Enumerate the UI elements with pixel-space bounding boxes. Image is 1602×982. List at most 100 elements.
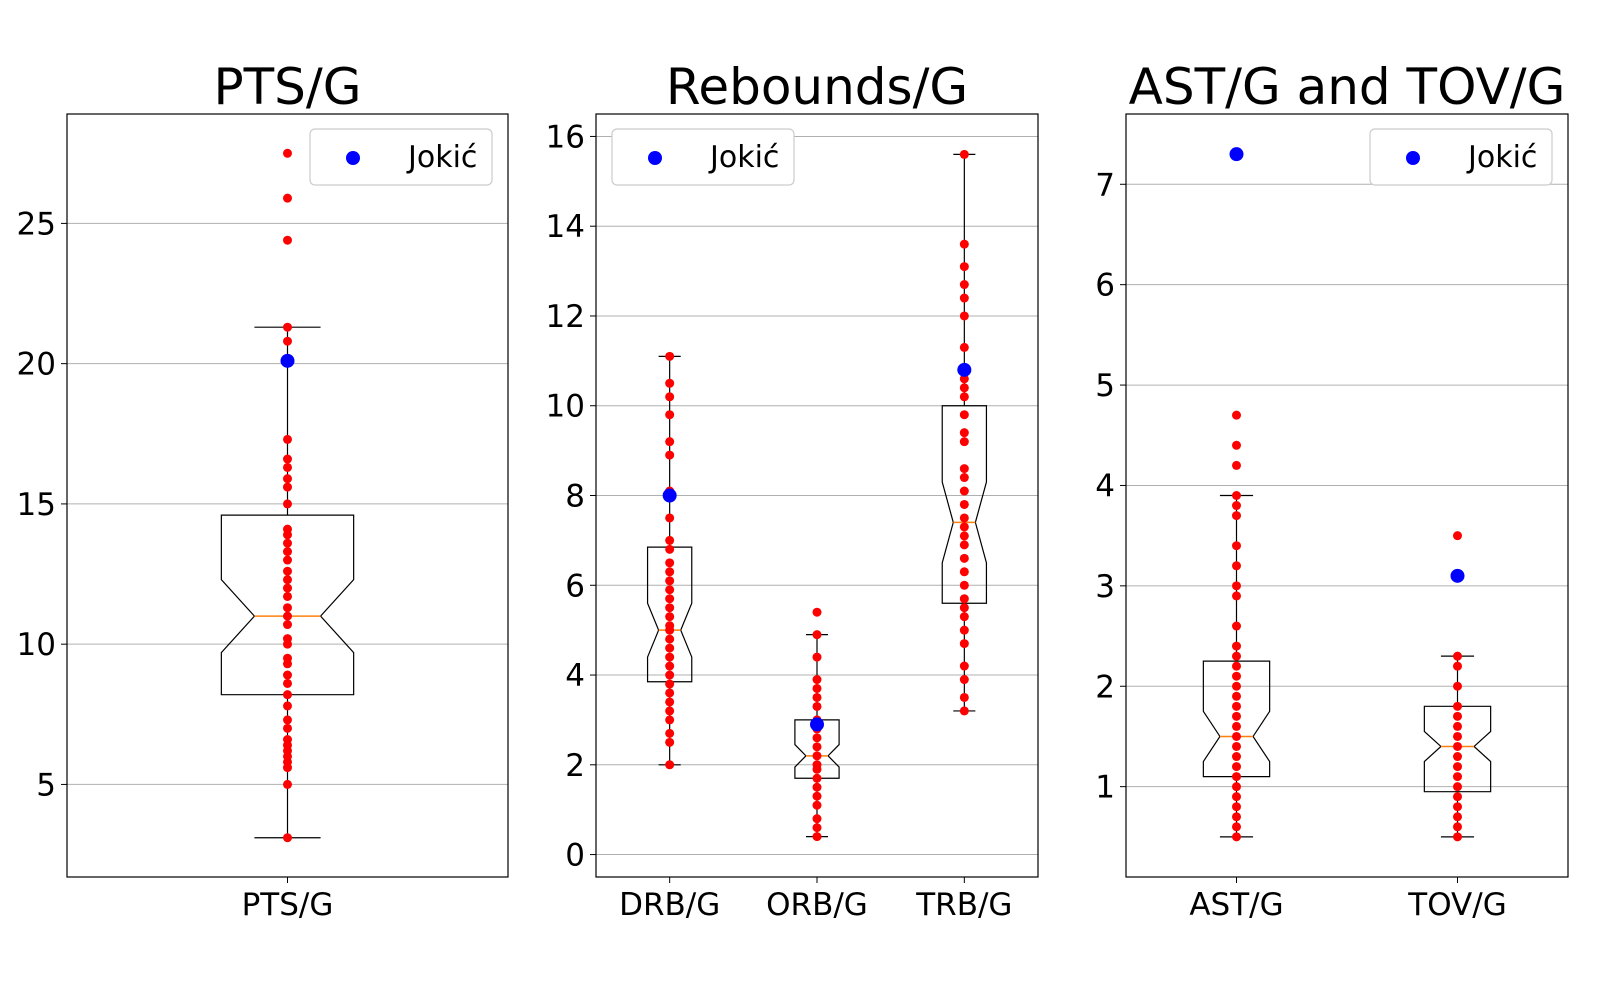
data-point xyxy=(812,832,822,842)
data-point xyxy=(1453,681,1462,691)
data-point xyxy=(1232,731,1241,741)
data-point xyxy=(1232,792,1241,802)
box-astg xyxy=(1202,147,1271,842)
data-point xyxy=(665,661,675,671)
data-point xyxy=(812,751,822,761)
data-point xyxy=(1232,651,1241,661)
data-point xyxy=(283,591,292,601)
y-tick-label: 2 xyxy=(1095,669,1115,705)
y-tick-label: 16 xyxy=(546,119,585,155)
legend-marker xyxy=(346,151,360,165)
data-point xyxy=(1232,762,1241,772)
data-point xyxy=(1453,822,1462,832)
data-point xyxy=(959,473,969,483)
data-point xyxy=(959,392,969,402)
box-orbg xyxy=(794,607,840,842)
data-point xyxy=(283,678,292,688)
data-point xyxy=(1232,581,1241,591)
x-tick-label: PTS/G xyxy=(242,887,334,923)
data-point xyxy=(812,675,822,685)
data-point xyxy=(959,499,969,509)
y-tick-label: 1 xyxy=(1095,770,1115,806)
data-point xyxy=(665,697,675,707)
data-point xyxy=(283,723,292,733)
data-point xyxy=(665,450,675,460)
data-point xyxy=(665,513,675,523)
data-point xyxy=(283,670,292,680)
y-tick-label: 3 xyxy=(1095,569,1115,605)
data-point xyxy=(1232,511,1241,521)
data-point xyxy=(959,625,969,635)
data-point xyxy=(665,643,675,653)
data-point xyxy=(1453,752,1462,762)
box-tovg xyxy=(1423,531,1492,842)
axes-frame xyxy=(66,113,509,878)
legend-label: Jokić xyxy=(1466,140,1537,175)
data-point xyxy=(812,630,822,640)
y-tick-label: 25 xyxy=(17,206,56,242)
data-point xyxy=(959,513,969,523)
data-point xyxy=(665,558,675,568)
data-point xyxy=(283,474,292,484)
legend-label: Jokić xyxy=(406,140,477,175)
data-point xyxy=(283,538,292,548)
legend: Jokić xyxy=(611,128,795,186)
y-tick-label: 14 xyxy=(546,209,585,245)
data-point xyxy=(283,833,292,843)
data-point xyxy=(1232,410,1241,420)
data-point xyxy=(283,611,292,621)
legend: Jokić xyxy=(309,128,493,186)
data-point xyxy=(1232,460,1241,470)
data-point xyxy=(665,670,675,680)
data-point xyxy=(665,410,675,420)
box-ptsg xyxy=(220,148,355,843)
data-point xyxy=(959,706,969,716)
data-point xyxy=(1453,661,1462,671)
data-point xyxy=(1232,752,1241,762)
data-point xyxy=(1232,491,1241,500)
data-point xyxy=(1453,812,1462,822)
data-point xyxy=(665,351,675,361)
data-point xyxy=(1232,832,1241,842)
data-point xyxy=(959,692,969,702)
box-drbg xyxy=(646,351,693,770)
data-point xyxy=(665,585,675,595)
data-point xyxy=(1453,721,1462,731)
data-point xyxy=(283,482,292,492)
data-point xyxy=(283,566,292,576)
legend-marker xyxy=(648,151,662,165)
highlight-point xyxy=(1450,568,1465,583)
data-point xyxy=(283,235,292,245)
data-point xyxy=(812,823,822,833)
data-point xyxy=(1232,440,1241,450)
chart-title: AST/G and TOV/G xyxy=(1129,58,1566,116)
highlight-point xyxy=(957,362,972,377)
data-point xyxy=(812,782,822,792)
data-point xyxy=(665,535,675,545)
highlight-point xyxy=(662,488,677,503)
data-point xyxy=(1453,711,1462,721)
chart-title: PTS/G xyxy=(213,58,361,116)
y-tick-label: 10 xyxy=(17,627,56,663)
data-point xyxy=(959,580,969,590)
data-point xyxy=(283,148,292,158)
data-point xyxy=(665,437,675,447)
y-tick-label: 6 xyxy=(1095,268,1115,304)
data-point xyxy=(283,690,292,700)
data-point xyxy=(959,280,969,290)
legend-label: Jokić xyxy=(708,140,779,175)
data-point xyxy=(283,555,292,565)
data-point xyxy=(665,378,675,388)
data-point xyxy=(1232,822,1241,832)
data-point xyxy=(959,553,969,563)
x-tick-label: TRB/G xyxy=(915,887,1012,923)
notched-box xyxy=(1202,660,1271,778)
axes-frame xyxy=(1125,113,1569,878)
box-trbg xyxy=(941,149,988,716)
data-point xyxy=(1232,691,1241,701)
data-point xyxy=(1232,661,1241,671)
legend: Jokić xyxy=(1369,128,1553,186)
data-point xyxy=(812,760,822,770)
